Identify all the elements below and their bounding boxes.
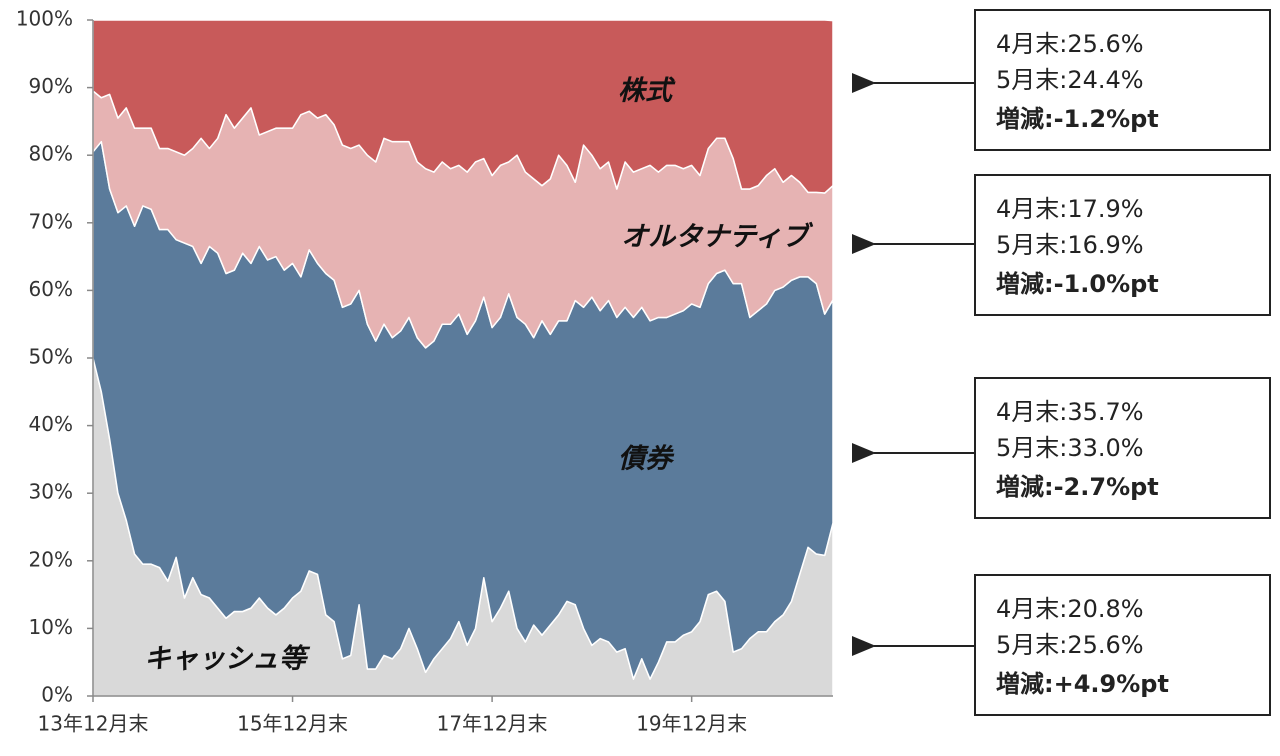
x-tick-label: 13年12月末 <box>38 712 149 736</box>
series-label: 株式 <box>618 76 676 107</box>
x-tick-label: 15年12月末 <box>237 712 348 736</box>
note-line: 5月末:33.0% <box>996 434 1144 462</box>
y-tick-label: 50% <box>29 345 73 369</box>
y-tick-label: 90% <box>29 74 73 98</box>
note-line: 4月末:35.7% <box>996 398 1144 426</box>
note-line: 5月末:16.9% <box>996 231 1144 259</box>
x-tick-label: 19年12月末 <box>636 712 747 736</box>
note-box <box>974 377 1271 519</box>
y-tick-label: 10% <box>29 615 73 639</box>
y-tick-label: 100% <box>16 7 73 31</box>
note-line: 5月末:25.6% <box>996 631 1144 659</box>
series-label: キャッシュ等 <box>144 644 311 675</box>
series-label: 債券 <box>618 444 675 475</box>
note-line: 増減:-2.7%pt <box>996 473 1159 501</box>
y-tick-label: 30% <box>29 480 73 504</box>
y-tick-label: 40% <box>29 412 73 436</box>
y-tick-label: 20% <box>29 547 73 571</box>
area <box>92 19 834 194</box>
note-line: 増減:-1.2%pt <box>996 105 1159 133</box>
note-line: 4月末:17.9% <box>996 195 1144 223</box>
note-box <box>974 174 1271 316</box>
note-box <box>974 9 1271 151</box>
y-tick-label: 60% <box>29 277 73 301</box>
annotations: 4月末:20.8% 5月末:25.6% 増減:+4.9%pt 4月末:35.7% 5月末… <box>852 9 1271 716</box>
note-line: 4月末:20.8% <box>996 595 1144 623</box>
series-label: オルタナティブ <box>621 222 813 253</box>
y-tick-label: 80% <box>29 142 73 166</box>
note-line: 5月末:24.4% <box>996 66 1144 94</box>
note-line: 4月末:25.6% <box>996 30 1144 58</box>
y-tick-label: 0% <box>41 683 73 707</box>
y-tick-label: 70% <box>29 209 73 233</box>
note-line: 増減:-1.0%pt <box>996 270 1159 298</box>
x-tick-label: 17年12月末 <box>437 712 548 736</box>
axes: 0% 10% 20% 30% 40% 50% 60% 70% 80% 90% 100% 13年12月末… <box>16 7 833 736</box>
note-line: 増減:+4.9%pt <box>996 670 1169 698</box>
note-box <box>974 574 1271 716</box>
